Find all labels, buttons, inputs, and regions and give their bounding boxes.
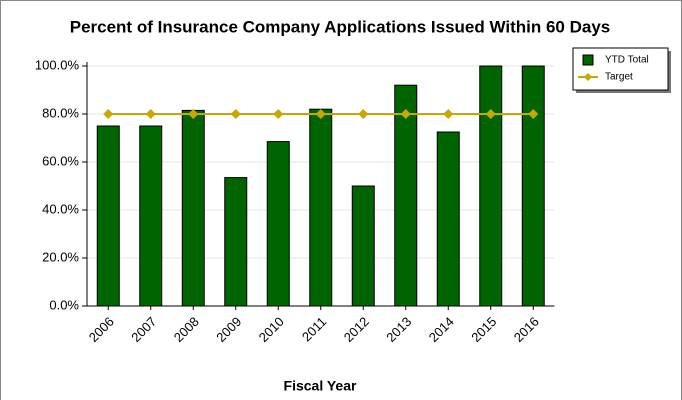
bar [139, 125, 163, 307]
target-marker [145, 109, 156, 119]
bar [224, 177, 248, 307]
x-tick-label: 2009 [213, 314, 244, 345]
x-tick-label: 2012 [341, 314, 372, 345]
legend-label: Target [605, 72, 633, 83]
y-tick-label: 20.0% [42, 249, 79, 264]
y-tick-label: 40.0% [42, 201, 79, 216]
bar [479, 65, 503, 307]
legend-swatch-marker [584, 73, 592, 81]
x-tick-label: 2008 [171, 314, 202, 345]
x-tick-label: 2016 [511, 314, 542, 345]
x-tick-label: 2014 [426, 314, 457, 345]
target-marker [188, 109, 199, 119]
y-tick-label: 100.0% [35, 57, 80, 72]
y-tick-label: 60.0% [42, 153, 79, 168]
bar [394, 84, 418, 307]
x-tick-label: 2011 [299, 314, 329, 344]
target-marker [273, 109, 284, 119]
target-marker [103, 109, 114, 119]
legend-swatch [582, 54, 594, 66]
target-marker [358, 109, 369, 119]
bar [351, 185, 375, 307]
bar [309, 108, 333, 307]
bar [521, 65, 545, 307]
bar [96, 125, 120, 307]
target-marker [528, 109, 539, 119]
x-tick-label: 2007 [128, 314, 159, 345]
target-marker [315, 109, 326, 119]
x-tick-label: 2006 [86, 314, 117, 345]
legend-label: YTD Total [605, 55, 649, 66]
target-marker [400, 109, 411, 119]
x-axis-title: Fiscal Year [284, 378, 357, 394]
bar [266, 141, 290, 307]
x-tick-label: 2010 [256, 314, 287, 345]
y-tick-label: 0.0% [49, 297, 79, 312]
x-tick-label: 2015 [468, 314, 499, 345]
legend-box [572, 47, 669, 91]
target-marker [230, 109, 241, 119]
chart-title: Percent of Insurance Company Application… [70, 17, 611, 36]
bar [181, 109, 205, 307]
target-marker [443, 109, 454, 119]
y-tick-label: 80.0% [42, 105, 79, 120]
target-marker [485, 109, 496, 119]
bar [436, 131, 460, 307]
x-tick-label: 2013 [383, 314, 414, 345]
